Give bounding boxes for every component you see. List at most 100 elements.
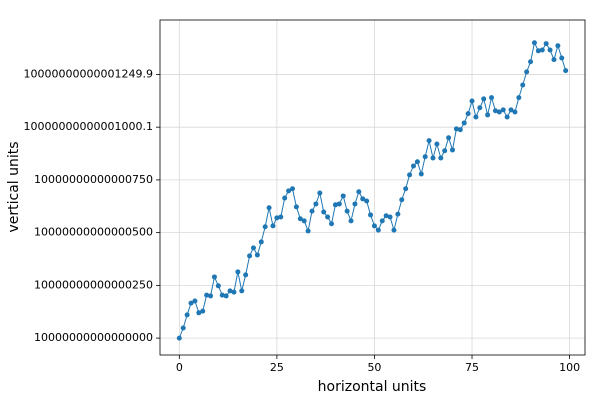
data-point [446, 135, 452, 141]
data-point [563, 68, 569, 74]
data-point [286, 188, 292, 194]
data-point [531, 40, 537, 46]
y-tick-label: 10000000000000500 [34, 226, 153, 239]
data-point [239, 288, 245, 294]
data-point [403, 186, 409, 192]
data-point [371, 223, 377, 229]
data-point [243, 272, 249, 278]
data-point [368, 212, 374, 218]
x-tick-label: 50 [367, 361, 381, 374]
plot-frame [159, 19, 586, 356]
data-point [235, 269, 241, 275]
data-point [247, 253, 253, 259]
data-point [430, 155, 436, 161]
data-point [204, 292, 210, 298]
data-point [422, 154, 428, 160]
data-point [528, 59, 534, 65]
data-point [450, 147, 456, 153]
data-point [414, 159, 420, 165]
data-point [262, 224, 268, 230]
data-point [325, 214, 331, 220]
data-point [442, 148, 448, 154]
x-axis-title: horizontal units [318, 379, 427, 395]
x-tick-label: 0 [176, 361, 183, 374]
data-point [305, 228, 311, 234]
y-tick-label: 10000000000000750 [34, 173, 153, 186]
data-point [188, 300, 194, 306]
data-point [547, 47, 553, 53]
data-point [274, 215, 280, 221]
y-tick-label: 10000000000000000 [34, 331, 153, 344]
x-tick-label: 100 [559, 361, 580, 374]
data-point [524, 69, 530, 75]
data-point [184, 312, 190, 318]
data-point [543, 41, 549, 47]
data-point [387, 214, 393, 220]
data-point [539, 47, 545, 53]
data-point [176, 335, 182, 341]
data-point [282, 195, 288, 201]
data-point [211, 274, 217, 280]
data-point [356, 189, 362, 195]
data-point [192, 298, 198, 304]
data-point [438, 155, 444, 161]
data-point [180, 325, 186, 331]
data-point [254, 252, 260, 258]
data-point [219, 292, 225, 298]
data-point [508, 107, 514, 113]
data-point [297, 216, 303, 222]
data-point [258, 239, 264, 245]
data-point [364, 198, 370, 204]
data-point [336, 201, 342, 207]
data-point [418, 171, 424, 177]
data-point [270, 223, 276, 229]
data-point [489, 95, 495, 101]
data-point [289, 186, 295, 192]
data-point [332, 202, 338, 208]
data-point [329, 221, 335, 227]
data-point [208, 293, 214, 299]
data-point [231, 289, 237, 295]
data-point [278, 214, 284, 220]
data-point [492, 108, 498, 114]
data-point [469, 98, 475, 104]
x-tick-label: 25 [270, 361, 284, 374]
data-point [215, 283, 221, 289]
y-tick-label: 10000000000001249.9 [24, 67, 153, 80]
data-point [465, 111, 471, 117]
data-point [301, 218, 307, 224]
y-tick-label: 10000000000001000.1 [24, 120, 153, 133]
data-point [200, 308, 206, 314]
data-point [496, 109, 502, 115]
data-point [375, 227, 381, 233]
data-point [520, 82, 526, 88]
data-point [317, 190, 323, 196]
data-point [559, 55, 565, 61]
x-tick-label: 75 [465, 361, 479, 374]
data-point [266, 205, 272, 211]
data-point [457, 127, 463, 133]
data-point [477, 105, 483, 111]
data-point [395, 211, 401, 217]
data-point [551, 57, 557, 63]
y-tick-label: 10000000000000250 [34, 278, 153, 291]
data-point [434, 141, 440, 147]
data-point [348, 218, 354, 224]
data-point [504, 114, 510, 120]
data-point [516, 95, 522, 101]
data-point [227, 288, 233, 294]
data-point [250, 245, 256, 251]
data-point [399, 197, 405, 203]
data-point [352, 201, 358, 207]
data-point [555, 43, 561, 49]
data-point [410, 163, 416, 169]
data-point [473, 114, 479, 120]
data-point [379, 218, 385, 224]
data-point [293, 204, 299, 210]
data-point [383, 213, 389, 219]
data-point [340, 193, 346, 199]
data-point [512, 109, 518, 115]
data-point [391, 227, 397, 233]
data-point [481, 96, 487, 102]
